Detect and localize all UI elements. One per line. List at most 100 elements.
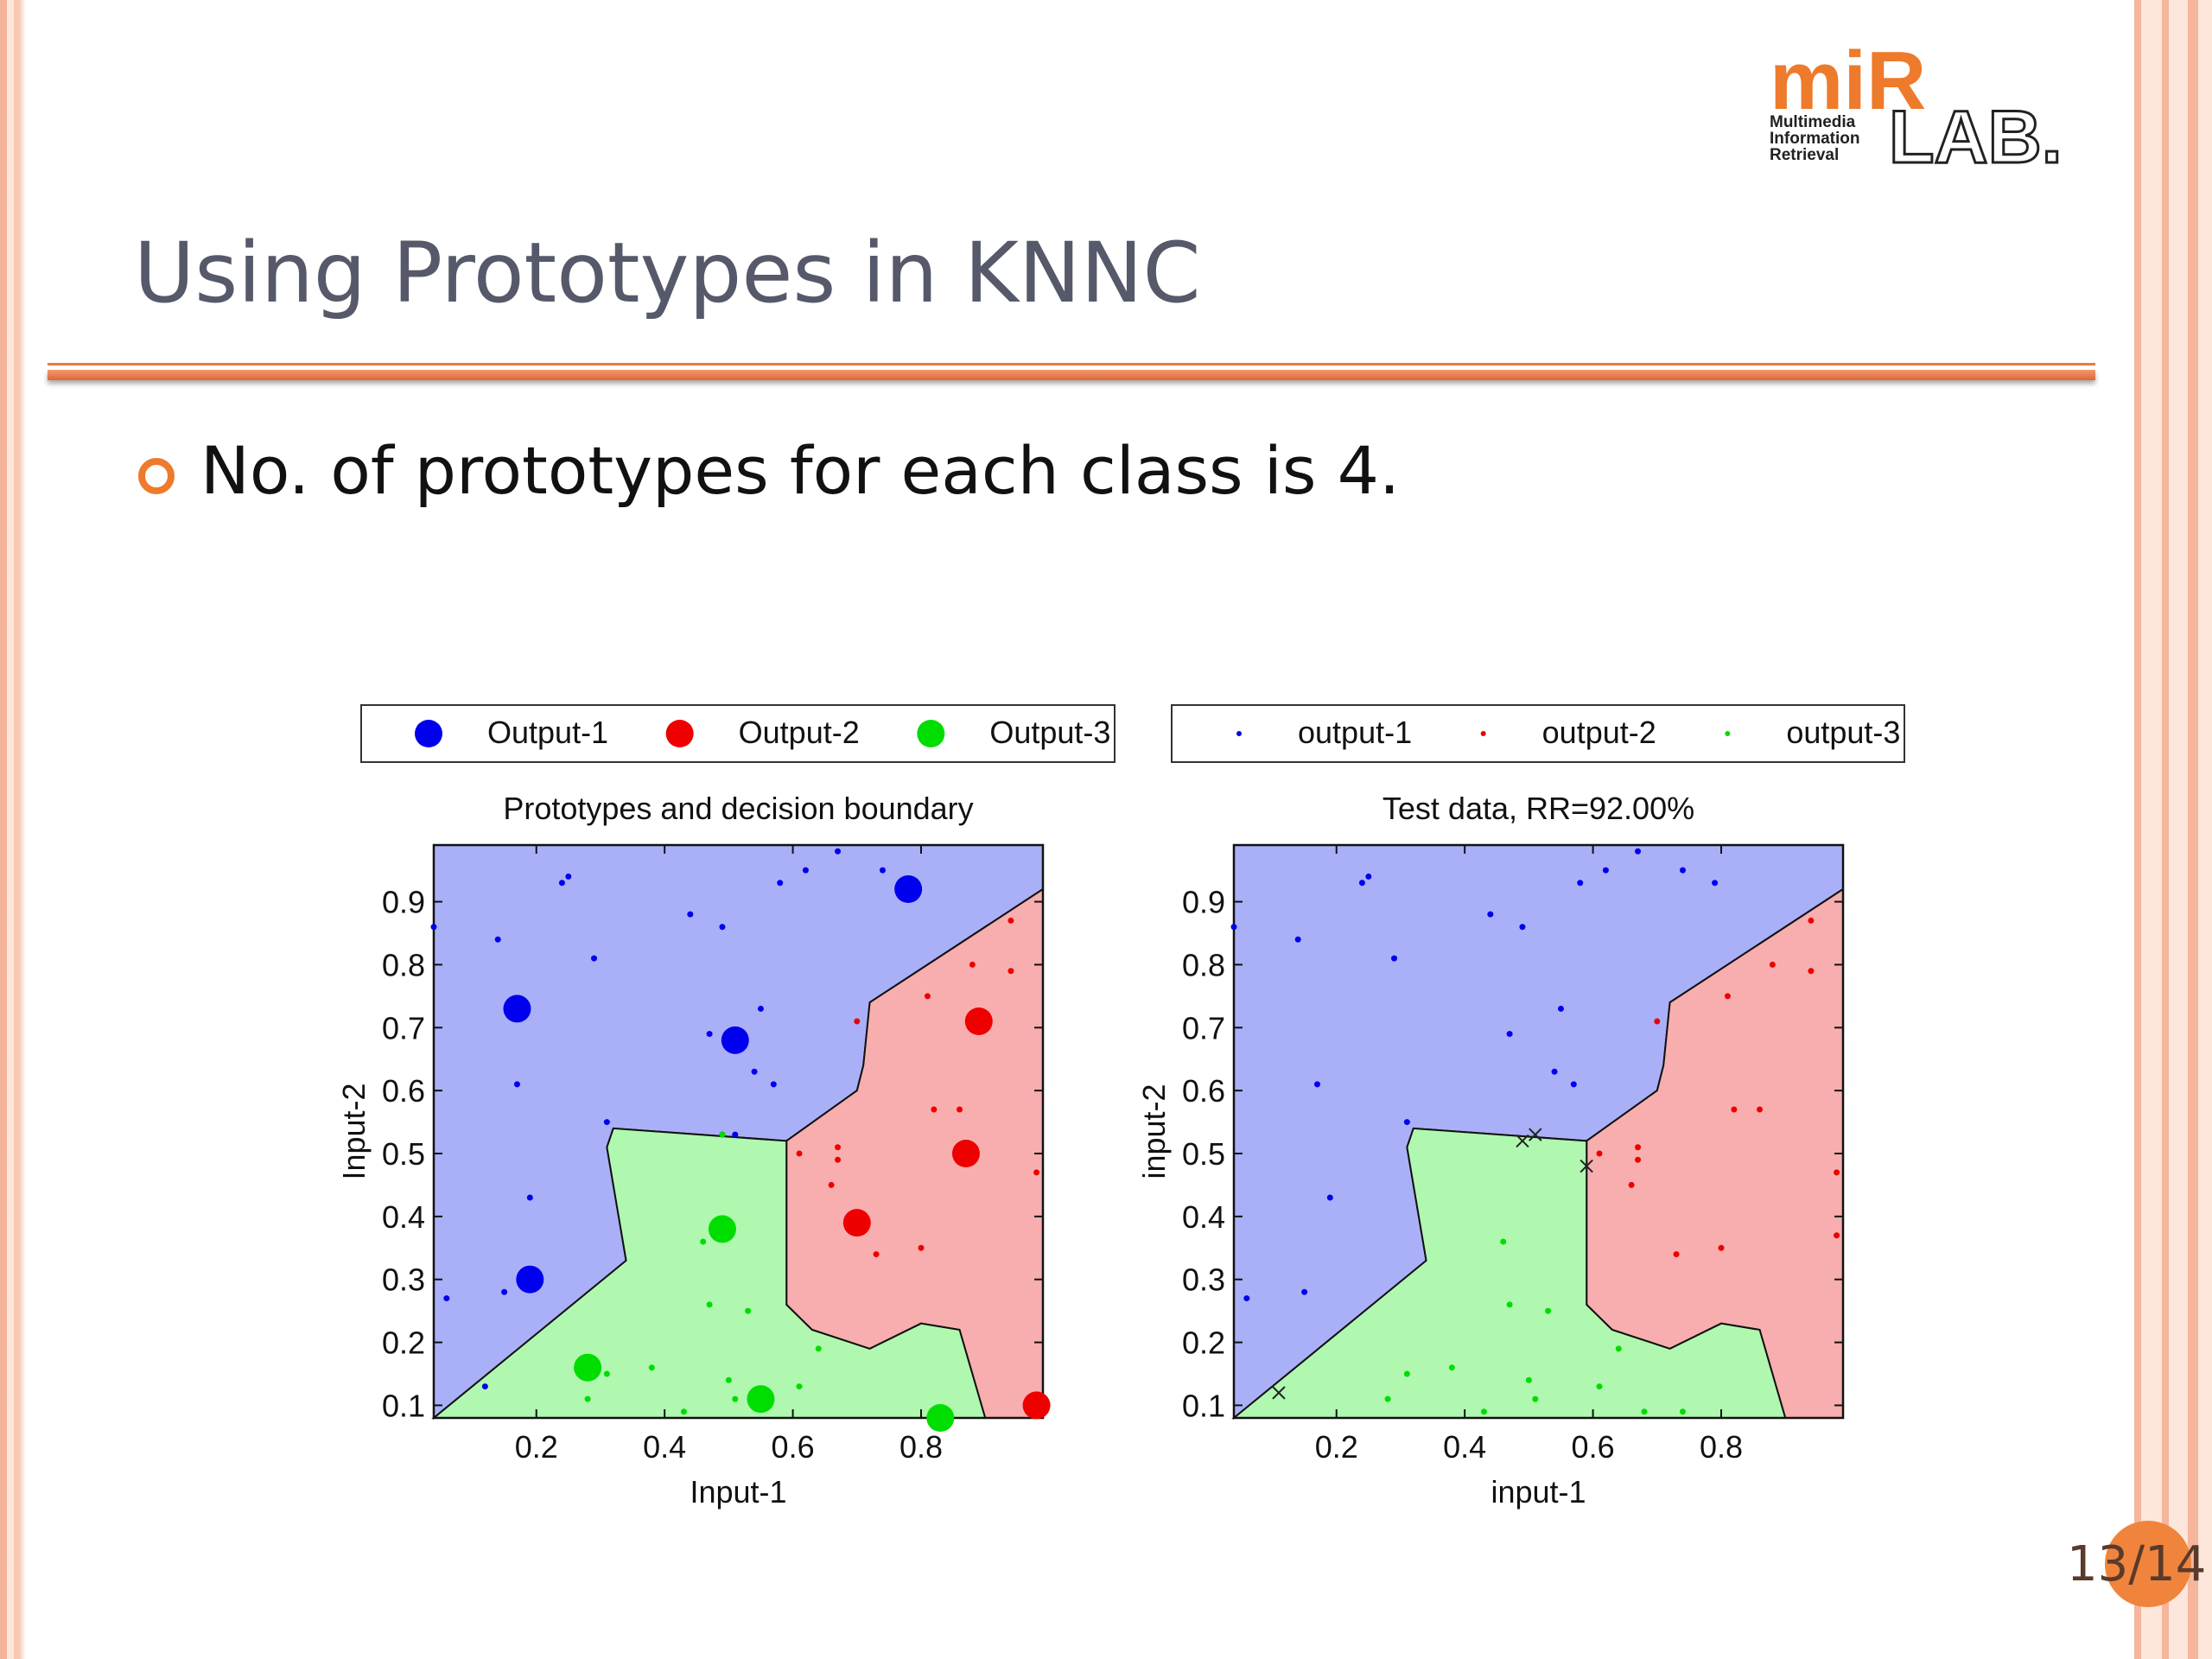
data-point-output-3 [719, 1131, 726, 1138]
data-point-output-2 [1731, 1106, 1738, 1113]
data-point-output-2 [1654, 1018, 1661, 1025]
x-tick-label: 0.8 [1700, 1429, 1743, 1465]
logo-line-1: Multimedia [1770, 113, 1856, 131]
data-point-output-1 [1294, 936, 1301, 943]
y-tick-label: 0.9 [382, 885, 425, 920]
plot-frame [432, 843, 1045, 1420]
page-number-circle [2105, 1521, 2191, 1607]
data-point-output-2 [931, 1106, 938, 1113]
data-point-output-2 [835, 1156, 842, 1163]
data-point-output-3 [1384, 1395, 1391, 1402]
data-point-output-1 [751, 1068, 758, 1075]
data-point-output-1 [481, 1383, 488, 1390]
data-point-output-1 [835, 848, 842, 855]
logo-line-3: Retrieval [1770, 146, 1839, 164]
data-point-output-2 [1007, 917, 1014, 924]
data-point-output-3 [732, 1395, 739, 1402]
right-border-decoration [2108, 0, 2212, 1659]
x-axis-label: Input-1 [690, 1474, 786, 1510]
data-point-output-1 [1557, 1005, 1564, 1012]
y-tick-label: 0.3 [382, 1262, 425, 1298]
data-point-output-3 [1448, 1364, 1455, 1371]
prototype-output-3 [747, 1385, 775, 1414]
data-point-output-2 [1808, 917, 1815, 924]
chart-title: Prototypes and decision boundary [503, 791, 973, 826]
data-point-output-2 [873, 1251, 880, 1258]
legend-marker-1 [1236, 731, 1242, 736]
legend-marker-2 [665, 720, 694, 747]
y-tick-label: 0.1 [1182, 1388, 1225, 1423]
data-point-output-3 [1500, 1238, 1507, 1245]
data-point-output-1 [1391, 955, 1398, 962]
x-axis-label: input-1 [1491, 1474, 1586, 1510]
data-point-output-3 [706, 1301, 713, 1308]
prototype-output-2 [842, 1209, 871, 1237]
data-point-output-3 [584, 1395, 591, 1402]
data-point-output-1 [1365, 873, 1372, 880]
data-point-output-1 [430, 924, 437, 931]
data-point-output-2 [835, 1144, 842, 1151]
title-underline [48, 363, 2095, 382]
data-point-output-2 [828, 1181, 835, 1188]
data-point-output-3 [1679, 1408, 1686, 1415]
data-point-output-2 [854, 1018, 861, 1025]
data-point-output-1 [1506, 1031, 1513, 1038]
data-point-output-1 [879, 867, 886, 874]
data-point-output-3 [648, 1364, 655, 1371]
data-point-output-1 [1519, 924, 1526, 931]
legend-label-3: Output-3 [989, 715, 1110, 750]
data-point-output-3 [700, 1238, 707, 1245]
legend-marker-1 [415, 720, 442, 747]
data-point-output-2 [1635, 1144, 1642, 1151]
data-point-output-2 [1769, 961, 1776, 968]
data-point-output-3 [1615, 1345, 1622, 1352]
region-output-3 [1231, 1127, 1787, 1419]
data-point-output-1 [1679, 867, 1686, 874]
x-tick-label: 0.2 [515, 1429, 558, 1465]
prototype-output-1 [503, 995, 531, 1023]
prototype-output-3 [926, 1404, 955, 1432]
mirlab-logo: miR Multimedia Information Retrieval LAB… [1763, 35, 2082, 181]
decision-regions [431, 844, 1044, 1421]
y-tick-label: 0.6 [1182, 1073, 1225, 1109]
data-point-output-3 [1545, 1307, 1552, 1314]
data-point-output-2 [1757, 1106, 1764, 1113]
data-point-output-1 [1313, 1081, 1320, 1088]
chart-legend: output-1 output-2 output-3 [1171, 704, 1905, 763]
data-point-output-1 [501, 1288, 508, 1295]
data-point-output-1 [1230, 924, 1237, 931]
data-point-output-2 [1834, 1232, 1840, 1239]
chart-title: Test data, RR=92.00% [1382, 791, 1694, 826]
data-point-output-2 [1628, 1181, 1635, 1188]
y-tick-label: 0.8 [382, 947, 425, 982]
legend-label-2: output-2 [1542, 715, 1656, 750]
prototype-output-3 [708, 1215, 736, 1243]
misclassified-x-marker [1580, 1159, 1593, 1173]
data-point-output-2 [1718, 1244, 1725, 1251]
y-tick-label: 0.3 [1182, 1262, 1225, 1298]
data-point-output-1 [1635, 848, 1642, 855]
data-point-output-3 [1480, 1408, 1487, 1415]
data-point-output-2 [1635, 1156, 1642, 1163]
prototypes-chart: Output-1 Output-2 Output-3 Prototypes and d… [320, 691, 1141, 1512]
data-point-output-2 [1834, 1169, 1840, 1176]
data-point-output-2 [1033, 1169, 1040, 1176]
y-tick-label: 0.4 [1182, 1199, 1225, 1235]
y-tick-label: 0.7 [1182, 1010, 1225, 1046]
data-point-output-3 [745, 1307, 752, 1314]
data-point-output-3 [1403, 1370, 1410, 1377]
test-data-chart: output-1 output-2 output-3 Test data, RR=92… [1123, 691, 1944, 1512]
x-tick-label: 0.4 [1443, 1429, 1486, 1465]
legend-marker-3 [917, 720, 945, 747]
y-tick-label: 0.4 [382, 1199, 425, 1235]
y-tick-label: 0.2 [1182, 1325, 1225, 1361]
legend-label-1: Output-1 [487, 715, 608, 750]
data-point-output-1 [1358, 880, 1365, 887]
legend-marker-3 [1725, 731, 1731, 736]
y-tick-label: 0.5 [382, 1136, 425, 1172]
data-point-output-1 [591, 955, 598, 962]
chart-svg-1: output-1 output-2 output-3 Test data, RR=92… [1136, 704, 1905, 1510]
prototype-output-2 [964, 1007, 993, 1035]
prototype-output-2 [1022, 1391, 1051, 1420]
x-tick-label: 0.8 [899, 1429, 943, 1465]
